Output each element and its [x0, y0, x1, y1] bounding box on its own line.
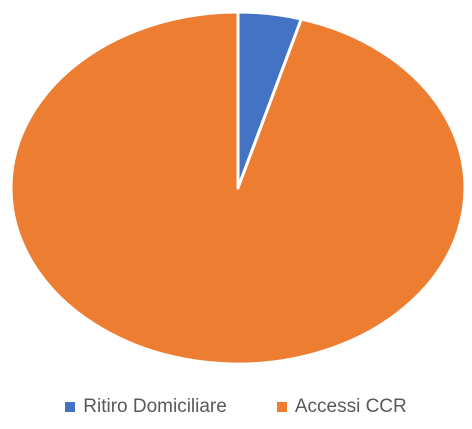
pie-slices [9, 10, 467, 366]
legend-swatch-ritiro-domiciliare [65, 402, 76, 412]
legend-item-accessi-ccr: Accessi CCR [276, 396, 407, 418]
legend-swatch-accessi-ccr [276, 402, 287, 412]
legend-label-accessi-ccr: Accessi CCR [294, 396, 407, 417]
legend-item-ritiro-domiciliare: Ritiro Domiciliare [65, 396, 227, 418]
pie-chart [9, 10, 467, 366]
chart-legend: Ritiro Domiciliare Accessi CCR [0, 392, 472, 422]
legend-label-ritiro-domiciliare: Ritiro Domiciliare [83, 396, 227, 417]
pie-slice-accessi-ccr [9, 10, 467, 366]
